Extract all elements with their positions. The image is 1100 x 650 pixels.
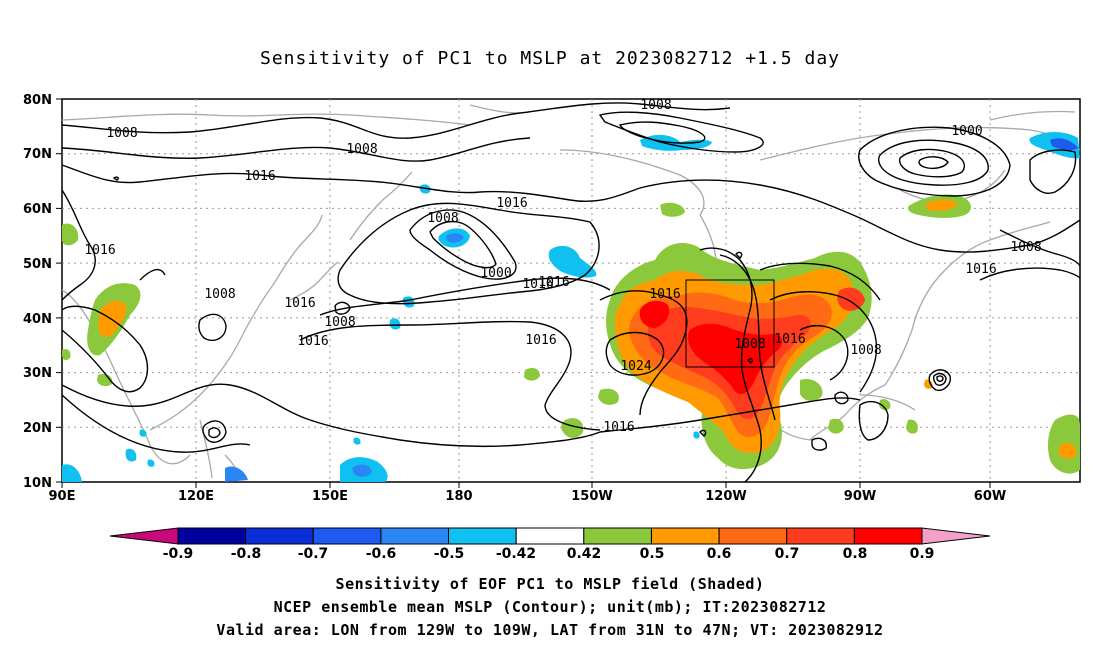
colorbar-label: 0.9: [910, 546, 935, 562]
colorbar-bin: [718, 527, 788, 545]
colorbar-label: 0.8: [843, 546, 868, 562]
colorbar-label: -0.42: [496, 546, 536, 562]
colorbar-bin: [245, 527, 314, 545]
colorbar-bin: [312, 527, 382, 545]
contour-label: 1016: [603, 420, 634, 435]
lat-tick-label: 60N: [23, 202, 52, 217]
lat-tick-label: 70N: [23, 147, 52, 162]
colorbar-label: 0.5: [640, 546, 665, 562]
colorbar: [109, 527, 991, 545]
colorbar-bin: [448, 527, 517, 545]
colorbar-bins: [177, 527, 923, 545]
colorbar-label: 0.7: [775, 546, 800, 562]
lat-tick-label: 40N: [23, 312, 52, 327]
lon-tick-label: 120E: [178, 489, 214, 504]
lat-tick-label: 50N: [23, 257, 52, 272]
caption-valid-area: Valid area: LON from 129W to 109W, LAT f…: [216, 621, 884, 639]
colorbar-label: -0.7: [298, 546, 329, 562]
colorbar-bin: [651, 527, 720, 545]
colorbar-label: 0.6: [707, 546, 732, 562]
contour-label: 1016: [284, 296, 315, 311]
colorbar-label: -0.6: [366, 546, 397, 562]
chart-title: Sensitivity of PC1 to MSLP at 2023082712…: [259, 48, 840, 69]
lon-tick-label: 150E: [312, 489, 348, 504]
contour-label: 1008: [204, 287, 235, 302]
contour-label: 1016: [244, 169, 275, 184]
contour-label: 1016: [649, 287, 680, 302]
contour-label: 1016: [525, 333, 556, 348]
lon-tick-label: 60W: [974, 489, 1006, 504]
colorbar-label: -0.9: [163, 546, 194, 562]
contour-label: 1008: [427, 211, 458, 226]
lat-tick-label: 30N: [23, 366, 52, 381]
colorbar-label: 0.42: [567, 546, 602, 562]
contour-label: 1016: [538, 275, 569, 290]
contour-label: 1008: [346, 142, 377, 157]
colorbar-label: -0.8: [231, 546, 262, 562]
lat-tick-label: 20N: [23, 421, 52, 436]
lon-tick-labels: 90E 120E 150E 180 150W 120W 90W 60W: [49, 489, 1007, 504]
contour-label: 1016: [965, 262, 996, 277]
lon-axis: [61, 482, 991, 488]
contour-labels: 1008 1008 1008 1016 1016 1016 1016 1016 …: [84, 98, 1041, 435]
colorbar-labels: -0.9 -0.8 -0.7 -0.6 -0.5 -0.42 0.42 0.5 …: [163, 546, 935, 562]
contour-label: 1016: [297, 334, 328, 349]
contour-label: 1000: [480, 266, 511, 281]
lat-tick-label: 10N: [23, 476, 52, 491]
contour-label: 1008: [1010, 240, 1041, 255]
contour-label: 1008: [640, 98, 671, 113]
contour-label: 1016: [774, 332, 805, 347]
contour-label: 1000: [951, 124, 982, 139]
colorbar-bin: [853, 527, 923, 545]
lon-tick-label: 90E: [49, 489, 76, 504]
contour-label: 1016: [496, 196, 527, 211]
lat-tick-label: 80N: [23, 93, 52, 108]
colorbar-bin: [515, 527, 585, 545]
colorbar-label: -0.5: [434, 546, 465, 562]
contour-label: 1016: [522, 277, 553, 292]
mslp-contours: [61, 102, 1081, 483]
lat-axis: [56, 98, 62, 483]
coastlines: [61, 104, 1081, 481]
lon-tick-label: 150W: [571, 489, 612, 504]
valid-area-box: [685, 279, 775, 368]
contour-label: 1008: [106, 126, 137, 141]
lat-tick-labels: 10N 20N 30N 40N 50N 60N 70N 80N: [23, 93, 52, 491]
lon-tick-label: 180: [445, 489, 472, 504]
contour-label: 1008: [324, 315, 355, 330]
caption-shading: Sensitivity of EOF PC1 to MSLP field (Sh…: [335, 575, 765, 593]
colorbar-below-triangle: [109, 527, 179, 545]
colorbar-bin: [786, 527, 855, 545]
contour-label: 1008: [850, 343, 881, 358]
contour-label: 1016: [84, 243, 115, 258]
caption-contour: NCEP ensemble mean MSLP (Contour); unit(…: [273, 598, 827, 616]
contour-label: 1024: [620, 359, 651, 374]
colorbar-bin: [380, 527, 449, 545]
colorbar-bin: [583, 527, 652, 545]
colorbar-bin: [177, 527, 247, 545]
lon-tick-label: 120W: [705, 489, 746, 504]
colorbar-above-triangle: [921, 527, 991, 545]
lon-tick-label: 90W: [844, 489, 876, 504]
contour-label: 1008: [734, 337, 765, 352]
